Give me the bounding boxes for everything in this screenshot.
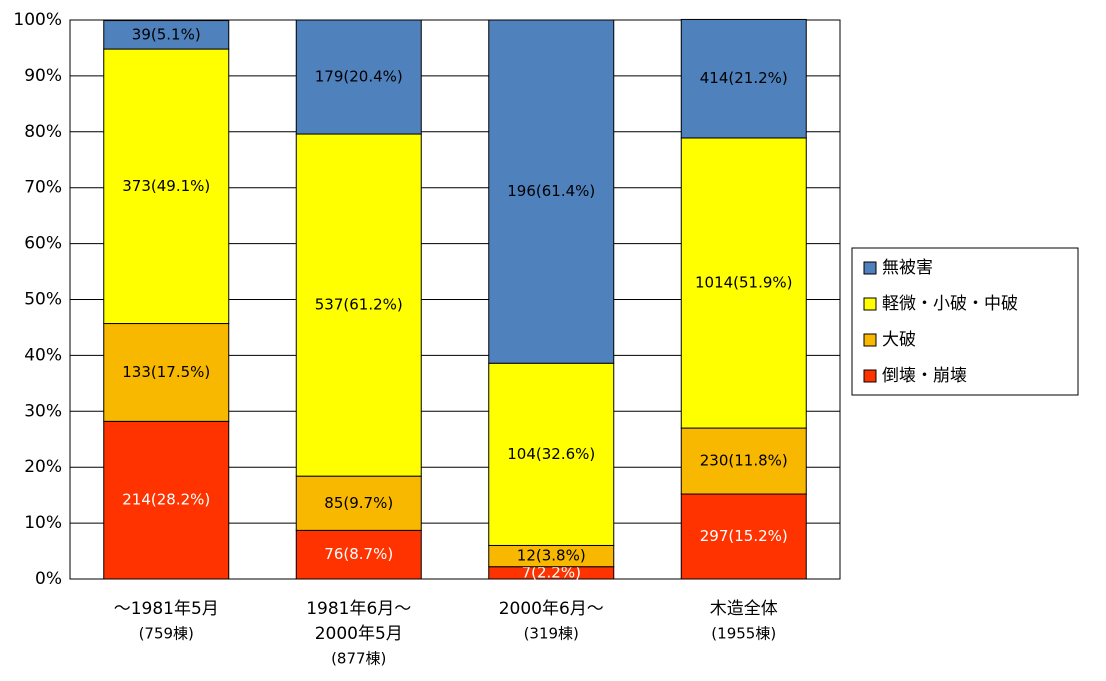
data-label: 76(8.7%) xyxy=(324,545,393,563)
data-label: 230(11.8%) xyxy=(700,452,788,470)
bar-segment xyxy=(488,19,615,364)
data-label: 39(5.1%) xyxy=(132,25,201,43)
bar-segment xyxy=(680,137,807,429)
x-tick-label: 木造全体 xyxy=(710,599,778,619)
bar-segment xyxy=(680,18,807,139)
bar-segment xyxy=(488,362,615,546)
bar-segment xyxy=(103,420,230,580)
y-tick-label: 100% xyxy=(13,10,62,30)
legend-swatch xyxy=(863,369,877,383)
bar-segment xyxy=(680,427,807,495)
y-tick-label: 0% xyxy=(35,569,62,589)
data-label: 12(3.8%) xyxy=(517,547,586,565)
data-label: 85(9.7%) xyxy=(324,494,393,512)
y-tick-label: 30% xyxy=(24,401,62,421)
x-tick-label: (1955棟) xyxy=(711,625,776,643)
y-tick-label: 20% xyxy=(24,457,62,477)
data-label: 537(61.2%) xyxy=(315,296,403,314)
data-label: 104(32.6%) xyxy=(507,445,595,463)
legend-label: 大破 xyxy=(882,330,916,350)
bar-segment xyxy=(295,19,422,135)
legend-label: 軽微・小破・中破 xyxy=(882,294,1018,314)
x-tick-label: (319棟) xyxy=(524,625,579,643)
y-tick-label: 80% xyxy=(24,122,62,142)
legend-swatch xyxy=(863,333,877,347)
data-label: 214(28.2%) xyxy=(122,491,210,509)
data-label: 297(15.2%) xyxy=(700,527,788,545)
bar-segment xyxy=(103,48,230,325)
x-tick-label: 2000年5月 xyxy=(315,624,403,644)
data-label: 373(49.1%) xyxy=(122,177,210,195)
data-label: 7(2.2%) xyxy=(522,563,581,581)
legend-swatch xyxy=(863,297,877,311)
y-tick-label: 60% xyxy=(24,234,62,254)
y-tick-label: 50% xyxy=(24,290,62,310)
y-tick-label: 70% xyxy=(24,178,62,198)
data-label: 179(20.4%) xyxy=(315,68,403,86)
data-label: 1014(51.9%) xyxy=(695,274,793,292)
y-tick-label: 40% xyxy=(24,345,62,365)
x-tick-label: (759棟) xyxy=(139,625,194,643)
data-label: 133(17.5%) xyxy=(122,363,210,381)
y-tick-label: 10% xyxy=(24,513,62,533)
data-label: 196(61.4%) xyxy=(507,182,595,200)
x-tick-label: ～1981年5月 xyxy=(114,599,219,619)
legend-swatch xyxy=(863,261,877,275)
plot-frame xyxy=(69,19,841,580)
bar-segment xyxy=(295,133,422,477)
legend-box xyxy=(851,247,1079,396)
x-tick-label: 1981年6月～ xyxy=(306,599,411,619)
bar-segment xyxy=(103,323,230,422)
x-tick-label: (877棟) xyxy=(331,650,386,668)
legend-label: 倒壊・崩壊 xyxy=(882,366,967,386)
bar-segment xyxy=(680,493,807,580)
x-tick-label: 2000年6月～ xyxy=(499,599,604,619)
bar-segment xyxy=(103,20,230,50)
legend-label: 無被害 xyxy=(882,258,933,278)
y-tick-label: 90% xyxy=(24,66,62,86)
data-label: 414(21.2%) xyxy=(700,69,788,87)
